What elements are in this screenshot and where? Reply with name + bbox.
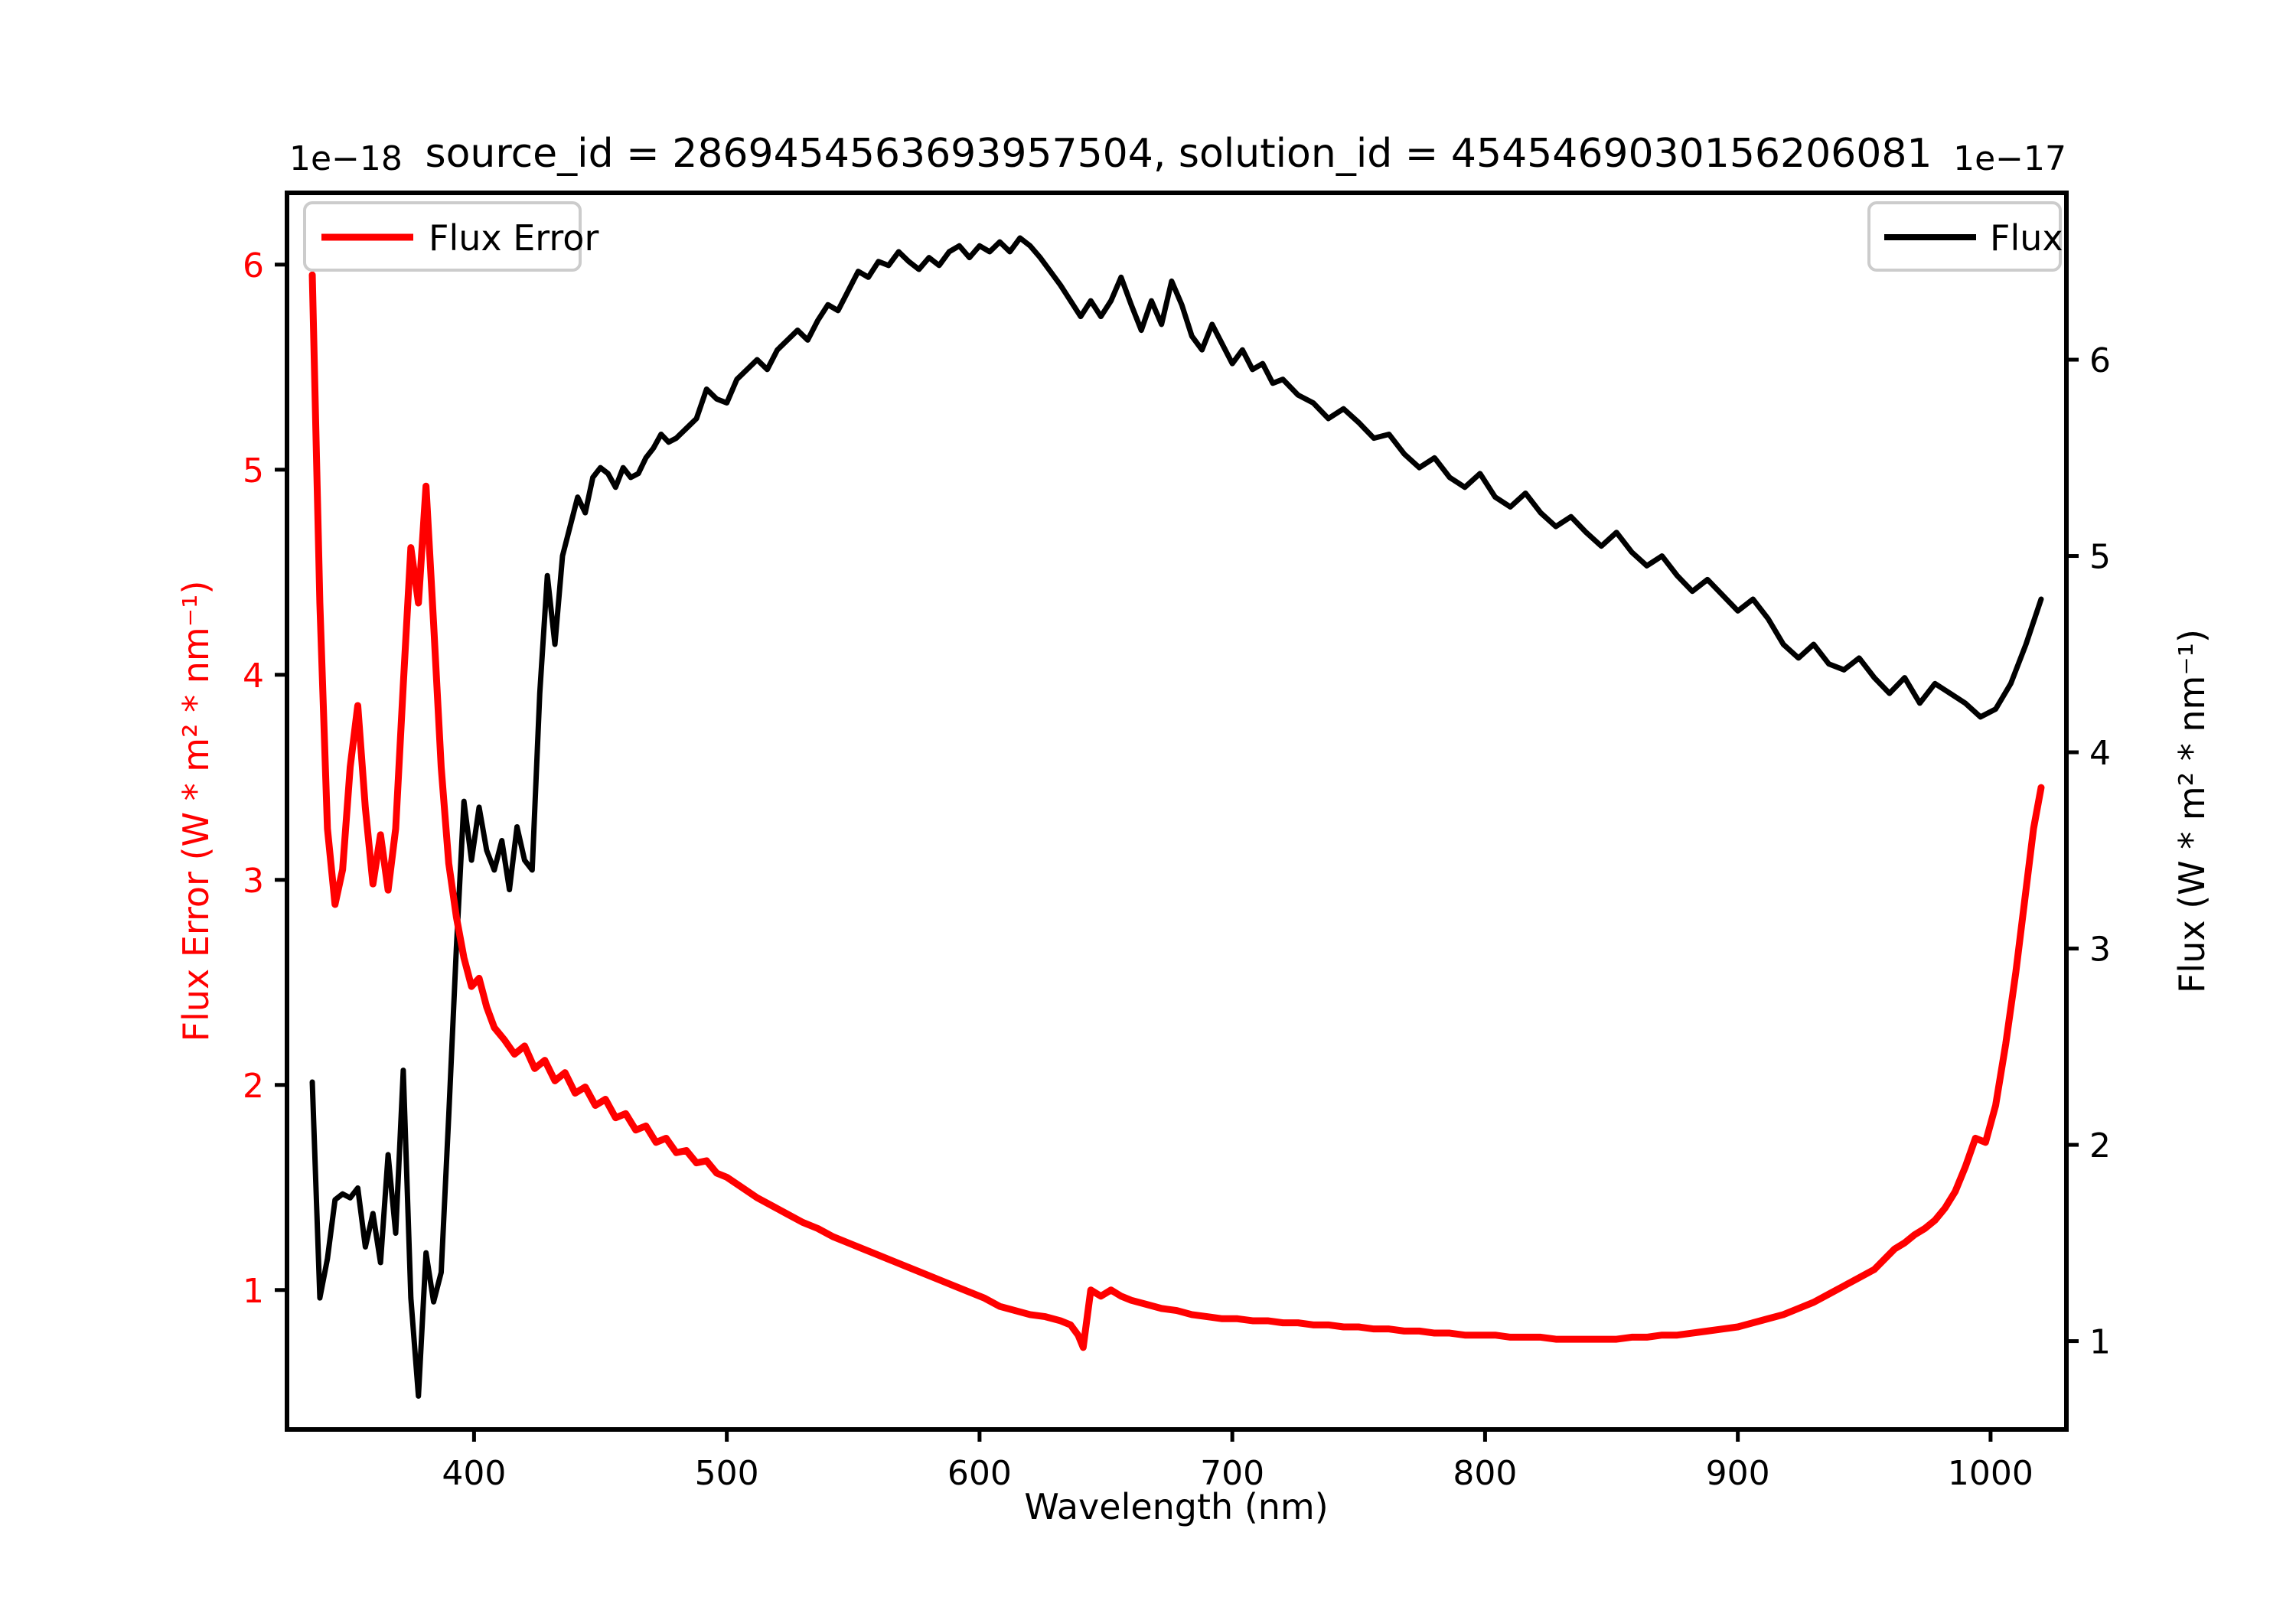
x-tick-label: 1000 bbox=[1948, 1454, 2033, 1493]
legend-flux-error-box bbox=[303, 201, 582, 272]
right-tick-label: 2 bbox=[2089, 1126, 2111, 1165]
right-axis-offset-label: 1e−17 bbox=[1953, 139, 2066, 178]
right-tick-label: 4 bbox=[2089, 734, 2111, 773]
right-tick-label: 5 bbox=[2089, 538, 2111, 577]
left-tick-label: 5 bbox=[243, 451, 264, 491]
right-tick-label: 1 bbox=[2089, 1323, 2111, 1362]
x-tick-label: 700 bbox=[1200, 1454, 1264, 1493]
left-tick-label: 6 bbox=[243, 246, 264, 285]
chart-title: source_id = 2869454563693957504, solutio… bbox=[425, 131, 1932, 177]
right-tick-label: 3 bbox=[2089, 931, 2111, 970]
x-tick-label: 900 bbox=[1706, 1454, 1770, 1493]
y-left-axis-title: Flux Error (W * m² * nm⁻¹) bbox=[175, 581, 217, 1042]
left-tick-label: 4 bbox=[243, 657, 264, 696]
x-tick-label: 500 bbox=[695, 1454, 759, 1493]
x-tick-label: 600 bbox=[947, 1454, 1012, 1493]
legend-flux-label: Flux bbox=[1990, 217, 2063, 259]
series-flux-error-line bbox=[308, 271, 2045, 1351]
left-tick-label: 3 bbox=[243, 862, 264, 901]
left-axis-ticks: 1 2 3 4 5 6 bbox=[243, 246, 287, 1311]
series-flux-line bbox=[309, 235, 2044, 1399]
x-axis-ticks: 400 500 600 700 800 900 1000 bbox=[442, 1429, 2033, 1493]
y-right-axis-title: Flux (W * m² * nm⁻¹) bbox=[2171, 629, 2213, 993]
x-tick-label: 800 bbox=[1453, 1454, 1517, 1493]
x-tick-label: 400 bbox=[442, 1454, 506, 1493]
left-tick-label: 1 bbox=[243, 1272, 264, 1311]
x-axis-title: Wavelength (nm) bbox=[1024, 1486, 1328, 1527]
right-axis-ticks: 1 2 3 4 5 6 bbox=[2066, 341, 2111, 1362]
legend-flux-error-label: Flux Error bbox=[429, 217, 598, 259]
right-tick-label: 6 bbox=[2089, 341, 2111, 380]
plot-frame bbox=[285, 191, 2069, 1432]
legend-flux-error[interactable]: Flux Error bbox=[303, 201, 598, 272]
left-axis-offset-label: 1e−18 bbox=[289, 139, 403, 178]
left-tick-label: 2 bbox=[243, 1067, 264, 1106]
legend-flux[interactable]: Flux bbox=[1867, 201, 2063, 272]
